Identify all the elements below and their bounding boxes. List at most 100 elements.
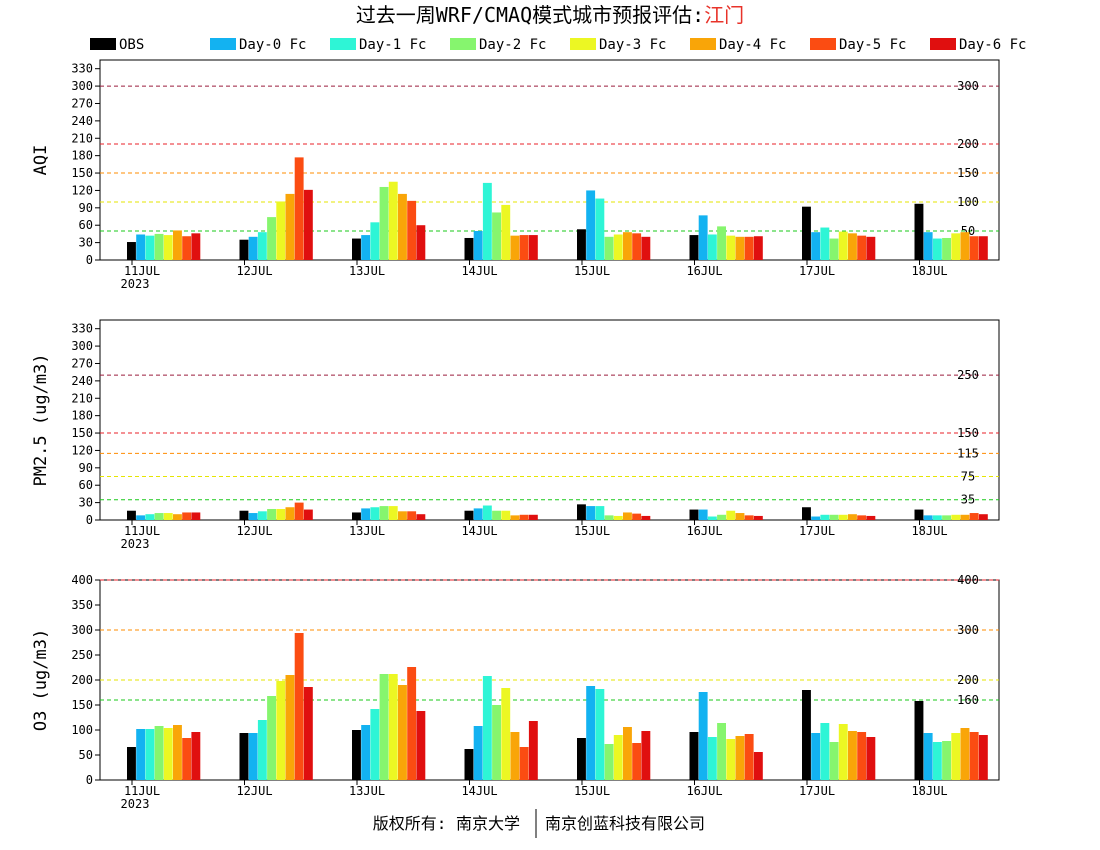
bar-day-1-fc-11jul: [145, 729, 155, 780]
bar-day-5-fc-16jul: [744, 236, 754, 260]
bar-obs-16jul: [689, 732, 699, 780]
bar-day-3-fc-18jul: [951, 233, 961, 260]
bar-day-1-fc-12jul: [257, 232, 267, 260]
y-tick-label-4: 200: [71, 673, 93, 687]
bar-obs-18jul: [914, 203, 924, 260]
bar-day-6-fc-11jul: [191, 233, 201, 260]
bar-day-0-fc-16jul: [698, 692, 708, 780]
bar-day-1-fc-13jul: [370, 507, 380, 520]
bar-day-1-fc-13jul: [370, 222, 380, 260]
threshold-label-3: 400: [957, 573, 979, 587]
bar-day-2-fc-18jul: [942, 237, 951, 260]
bar-obs-13jul: [352, 238, 361, 260]
y-tick-label-0: 0: [86, 253, 93, 267]
bar-day-0-fc-16jul: [698, 215, 708, 260]
bar-day-4-fc-17jul: [848, 731, 857, 780]
x-tick-label-2: 13JUL: [349, 784, 385, 798]
bar-day-4-fc-16jul: [735, 236, 745, 260]
y-tick-label-8: 240: [71, 374, 93, 388]
threshold-label-2: 300: [957, 623, 979, 637]
threshold-label-2: 115: [957, 446, 979, 460]
bar-obs-11jul: [127, 242, 136, 260]
x-tick-label-4: 15JUL: [574, 264, 610, 278]
threshold-label-1: 200: [957, 673, 979, 687]
bar-obs-15jul: [577, 229, 586, 260]
bar-day-6-fc-15jul: [641, 731, 651, 780]
bar-day-5-fc-15jul: [632, 513, 642, 520]
panel-0: 0306090120150180210240270300330AQI501001…: [31, 59, 1000, 291]
bar-day-6-fc-18jul: [978, 735, 988, 780]
bar-day-2-fc-11jul: [154, 513, 164, 520]
bar-day-3-fc-11jul: [163, 235, 173, 260]
bar-day-6-fc-16jul: [753, 752, 763, 780]
bar-obs-12jul: [239, 239, 249, 260]
bar-day-2-fc-18jul: [942, 515, 951, 520]
bar-obs-13jul: [352, 512, 361, 520]
y-tick-label-6: 180: [71, 409, 93, 423]
bar-day-6-fc-17jul: [866, 515, 876, 520]
bar-day-0-fc-12jul: [248, 236, 258, 260]
bar-day-2-fc-15jul: [604, 236, 614, 260]
y-tick-label-2: 60: [79, 218, 93, 232]
panel-frame: [99, 59, 1000, 261]
threshold-label-2: 150: [957, 166, 979, 180]
bar-day-4-fc-16jul: [735, 513, 745, 520]
legend-label-5: Day-4 Fc: [719, 37, 786, 53]
legend-swatch-0: [90, 38, 116, 50]
footer-copyright-left: 版权所有: 南京大学: [373, 814, 520, 833]
bar-day-0-fc-15jul: [586, 190, 596, 260]
bar-day-5-fc-16jul: [744, 515, 754, 520]
bar-day-4-fc-11jul: [173, 514, 182, 520]
bar-day-6-fc-13jul: [416, 711, 426, 780]
bar-day-1-fc-15jul: [595, 506, 605, 520]
x-tick-label-1: 12JUL: [236, 784, 272, 798]
bar-day-1-fc-13jul: [370, 709, 380, 780]
bar-day-3-fc-11jul: [163, 728, 173, 780]
bar-day-2-fc-12jul: [267, 508, 276, 520]
bar-day-2-fc-13jul: [379, 186, 389, 260]
x-tick-label-2: 13JUL: [349, 524, 385, 538]
bar-day-2-fc-12jul: [267, 217, 276, 260]
bar-day-6-fc-12jul: [303, 189, 313, 260]
bar-day-6-fc-16jul: [753, 515, 763, 520]
bar-day-6-fc-14jul: [528, 235, 538, 260]
bar-day-0-fc-16jul: [698, 509, 708, 520]
bar-obs-17jul: [802, 690, 811, 780]
bar-day-3-fc-13jul: [388, 181, 398, 260]
bar-day-0-fc-12jul: [248, 513, 258, 520]
bar-day-6-fc-12jul: [303, 509, 313, 520]
x-tick-label-5: 16JUL: [686, 784, 722, 798]
y-axis-label: PM2.5 (ug/m3): [31, 353, 51, 486]
threshold-label-3: 200: [957, 137, 979, 151]
bar-day-3-fc-16jul: [726, 510, 736, 520]
x-tick-label-5: 16JUL: [686, 264, 722, 278]
legend-label-6: Day-5 Fc: [839, 37, 906, 53]
threshold-label-1: 100: [957, 195, 979, 209]
x-tick-label-6: 17JUL: [799, 524, 835, 538]
bar-day-2-fc-15jul: [604, 515, 614, 520]
bar-obs-18jul: [914, 701, 924, 780]
x-tick-label-3: 14JUL: [461, 524, 497, 538]
footer-copyright-right: 南京创蓝科技有限公司: [545, 814, 705, 833]
bar-obs-12jul: [239, 510, 249, 520]
bar-day-0-fc-15jul: [586, 506, 596, 520]
bar-day-4-fc-14jul: [510, 235, 520, 260]
bar-day-3-fc-18jul: [951, 733, 961, 780]
bar-day-0-fc-17jul: [811, 232, 821, 260]
bar-day-2-fc-17jul: [829, 514, 839, 520]
bar-day-6-fc-13jul: [416, 514, 426, 520]
y-tick-label-6: 180: [71, 149, 93, 163]
threshold-label-3: 150: [957, 426, 979, 440]
y-tick-label-0: 0: [86, 513, 93, 527]
bar-day-6-fc-18jul: [978, 236, 988, 260]
bar-day-6-fc-18jul: [978, 514, 988, 520]
bar-obs-14jul: [464, 237, 474, 260]
bar-day-5-fc-11jul: [182, 236, 192, 260]
panel-2: 0 50 100 150 200 250 300 350 400 O3 (ug/m3) 160 200…: [31, 573, 1000, 811]
bar-day-4-fc-15jul: [623, 232, 632, 260]
y-tick-label-9: 270: [71, 356, 93, 370]
bar-day-4-fc-17jul: [848, 233, 857, 260]
bar-day-0-fc-14jul: [473, 726, 483, 780]
bar-day-2-fc-16jul: [717, 514, 726, 520]
bar-day-3-fc-17jul: [838, 724, 848, 780]
